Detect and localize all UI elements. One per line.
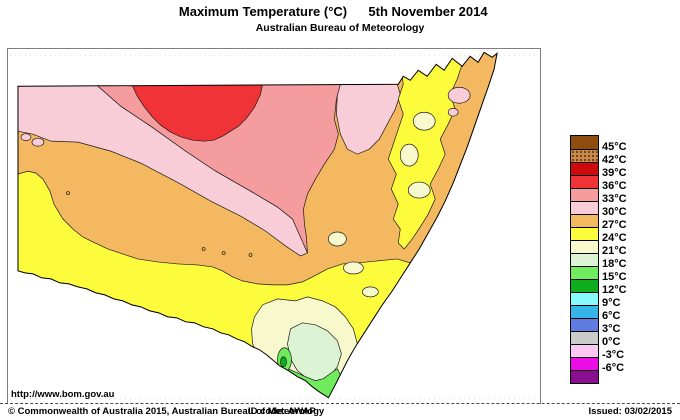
legend-label-12°C: 12°C xyxy=(602,284,627,296)
region-30-33-coastal-patch xyxy=(447,107,459,117)
region-30-33-island xyxy=(20,133,32,142)
legend-label-6°C: 6°C xyxy=(602,310,621,322)
legend-label-9°C: 9°C xyxy=(602,297,621,309)
legend-swatch-c3_6 xyxy=(571,318,598,331)
page-subtitle: Australian Bureau of Meteorology xyxy=(255,22,425,34)
legend-swatch-above_45 xyxy=(571,136,598,149)
legend-swatch-c27_30 xyxy=(571,214,598,227)
legend-label-0°C: 0°C xyxy=(602,336,621,348)
legend-swatch-c18_21 xyxy=(571,253,598,266)
legend-label-42°C: 42°C xyxy=(602,154,627,166)
graticule-dots xyxy=(9,54,539,400)
legend-label-45°C: 45°C xyxy=(602,141,627,153)
legend-label-27°C: 27°C xyxy=(602,219,627,231)
legend-label-24°C: 24°C xyxy=(602,232,627,244)
legend-label-3°C: 3°C xyxy=(602,323,621,335)
legend-swatch-c36_39 xyxy=(571,175,598,188)
legend-swatch-c12_15 xyxy=(571,279,598,292)
legend-swatch-c21_24 xyxy=(571,240,598,253)
legend-swatch-c0_3 xyxy=(571,331,598,344)
contour-speck xyxy=(66,191,70,195)
legend-label-18°C: 18°C xyxy=(602,258,627,270)
legend-swatch-cm3_0 xyxy=(571,344,598,357)
region-30-33-coastal-patch xyxy=(447,86,471,104)
legend-label-15°C: 15°C xyxy=(602,271,627,283)
region-21-24-patch xyxy=(361,286,379,298)
region-36-39-hotspot xyxy=(131,83,263,142)
legend-swatch-c30_33 xyxy=(571,201,598,214)
map-frame: http://www.bom.gov.au xyxy=(7,48,541,404)
nsw-state-outline xyxy=(17,51,498,399)
issued-date-text: Issued: 03/02/2015 xyxy=(588,406,672,417)
page-date: 5th November 2014 xyxy=(368,4,488,19)
region-21-24-patch xyxy=(407,181,431,199)
legend-swatch-c24_27 xyxy=(571,227,598,240)
legend-label-36°C: 36°C xyxy=(602,180,627,192)
region-12-15-spot xyxy=(280,356,287,368)
legend-label--3°C: -3°C xyxy=(602,349,625,361)
region-21-24-patch xyxy=(343,261,364,275)
separator-line xyxy=(0,403,680,404)
copyright-text: © Commonwealth of Australia 2015, Austra… xyxy=(8,406,325,417)
legend-label-21°C: 21°C xyxy=(602,245,627,257)
legend-label-39°C: 39°C xyxy=(602,167,627,179)
legend-label--6°C: -6°C xyxy=(602,362,625,374)
region-21-24-patch xyxy=(399,143,419,167)
legend-swatch-c42_45 xyxy=(571,149,598,162)
region-21-24-patch xyxy=(412,111,436,131)
nsw-map-svg xyxy=(9,51,539,400)
bom-url-text: http://www.bom.gov.au xyxy=(11,389,115,400)
id-code-text: ID code: AWAP xyxy=(248,406,316,417)
legend-swatch-c39_42 xyxy=(571,162,598,175)
legend-swatch-c6_9 xyxy=(571,305,598,318)
legend-label-33°C: 33°C xyxy=(602,193,627,205)
legend-label-30°C: 30°C xyxy=(602,206,627,218)
legend-swatch-c33_36 xyxy=(571,188,598,201)
contour-speck xyxy=(221,251,226,255)
contour-speck xyxy=(248,253,253,257)
region-33-36 xyxy=(94,83,341,254)
region-21-24-murray-notch xyxy=(142,341,156,351)
region-24-27-tablelands xyxy=(387,54,463,250)
region-30-33-island xyxy=(31,137,45,147)
legend-swatch-c9_12 xyxy=(571,292,598,305)
temperature-legend xyxy=(570,135,599,384)
contour-speck xyxy=(201,247,206,251)
page-title: Maximum Temperature (°C) xyxy=(178,4,348,19)
legend-swatch-below_m6 xyxy=(571,370,598,383)
legend-swatch-c15_18 xyxy=(571,266,598,279)
region-21-24-patch xyxy=(328,231,347,247)
legend-swatch-cm6_m3 xyxy=(571,357,598,370)
